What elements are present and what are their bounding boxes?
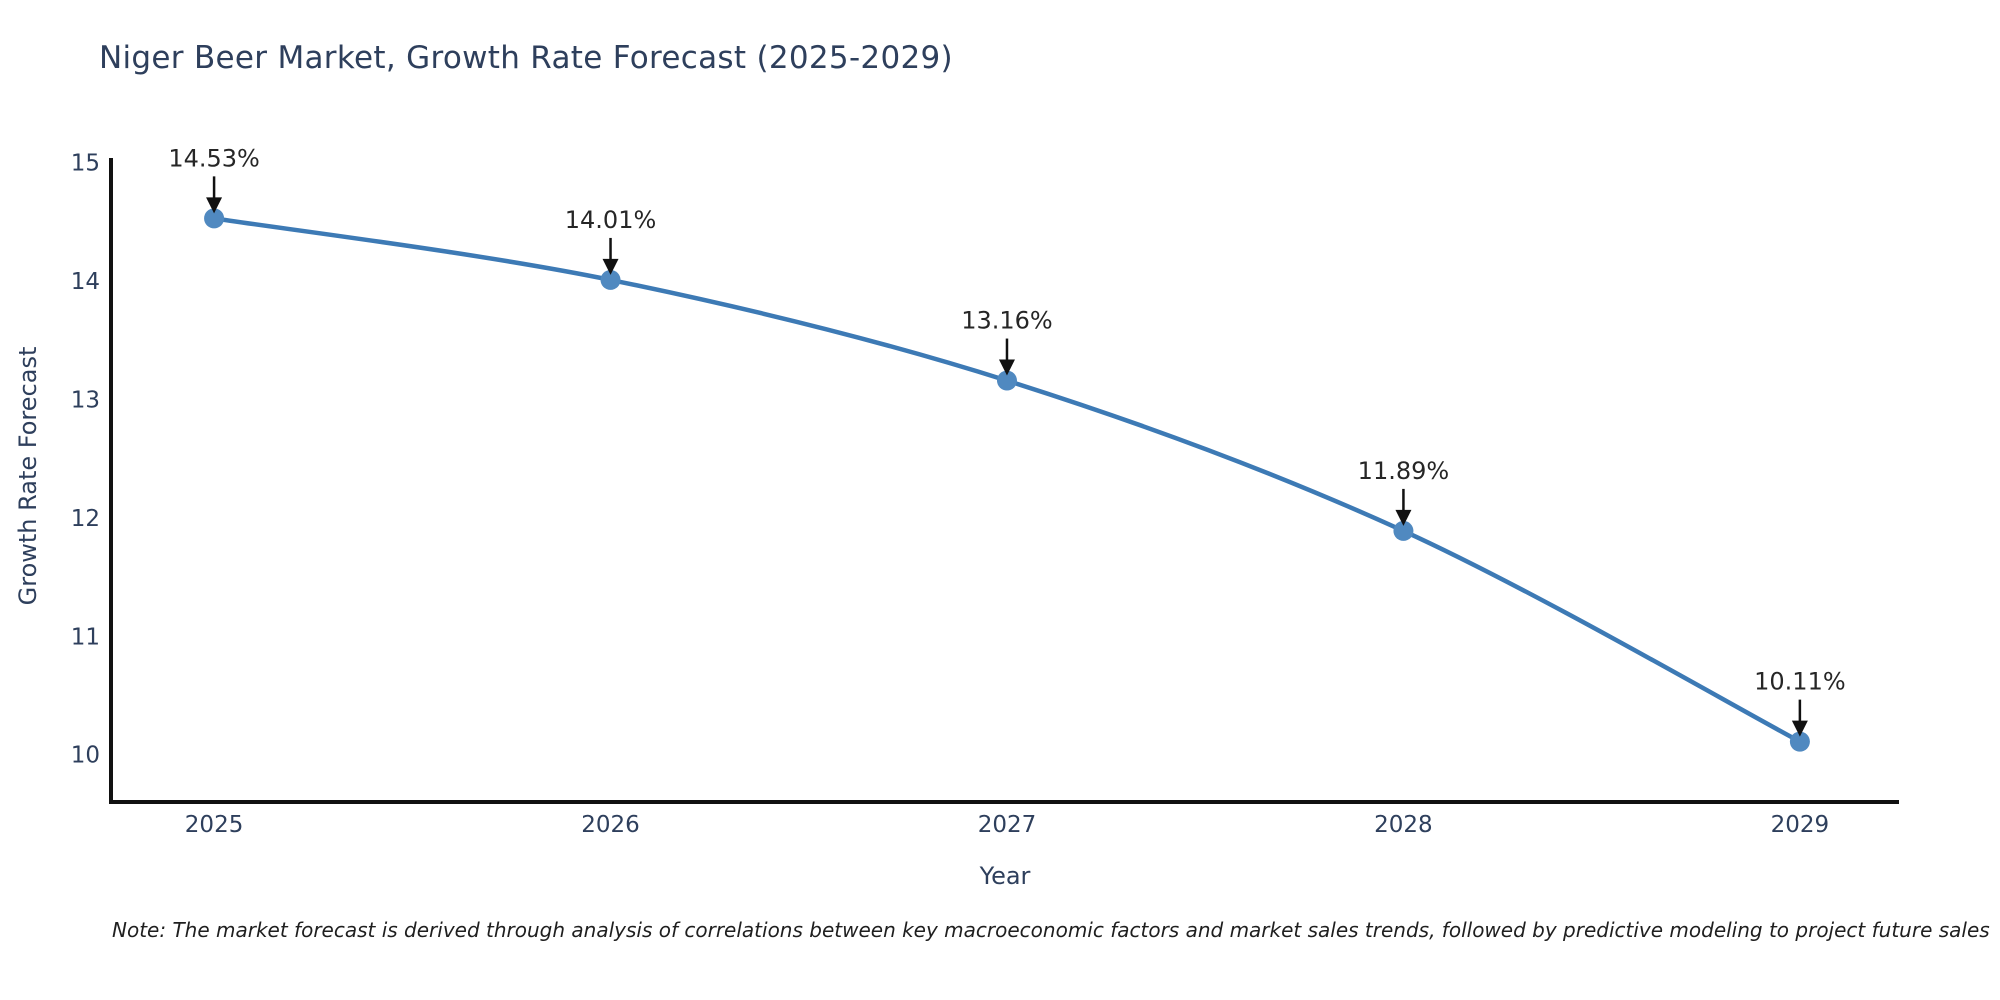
x-tick-label: 2026 <box>581 812 640 838</box>
x-tick-label: 2027 <box>978 812 1037 838</box>
y-tick-label: 13 <box>71 388 100 414</box>
annotation-arrow-head <box>602 258 619 275</box>
annotation-arrow-head <box>206 197 223 214</box>
annotation-label: 14.01% <box>565 206 657 234</box>
chart-title: Niger Beer Market, Growth Rate Forecast … <box>99 40 953 76</box>
y-tick-label: 11 <box>71 624 100 650</box>
annotation-label: 14.53% <box>168 144 260 172</box>
x-tick-label: 2029 <box>1771 812 1830 838</box>
x-axis-title: Year <box>979 862 1031 890</box>
y-axis-title: Growth Rate Forecast <box>14 347 42 606</box>
footnote: Note: The market forecast is derived thr… <box>112 918 1990 942</box>
annotation-label: 10.11% <box>1754 668 1846 696</box>
annotation-arrow-head <box>998 359 1015 376</box>
annotation-label: 11.89% <box>1358 457 1450 485</box>
y-tick-label: 15 <box>71 151 100 177</box>
series-line <box>211 216 1803 744</box>
data-point-marker <box>204 208 225 229</box>
annotation-arrow-head <box>1395 509 1412 526</box>
x-tick-label: 2025 <box>185 812 244 838</box>
y-tick-label: 10 <box>71 743 100 769</box>
y-tick-label: 14 <box>71 269 100 295</box>
data-point-marker <box>1393 520 1414 541</box>
data-point-marker <box>1789 731 1810 752</box>
y-tick-label: 12 <box>71 506 100 532</box>
annotation-label: 13.16% <box>961 307 1053 335</box>
data-point-marker <box>600 269 621 290</box>
x-tick-label: 2028 <box>1374 812 1433 838</box>
annotation-arrow-head <box>1791 720 1808 737</box>
data-point-marker <box>996 370 1017 391</box>
